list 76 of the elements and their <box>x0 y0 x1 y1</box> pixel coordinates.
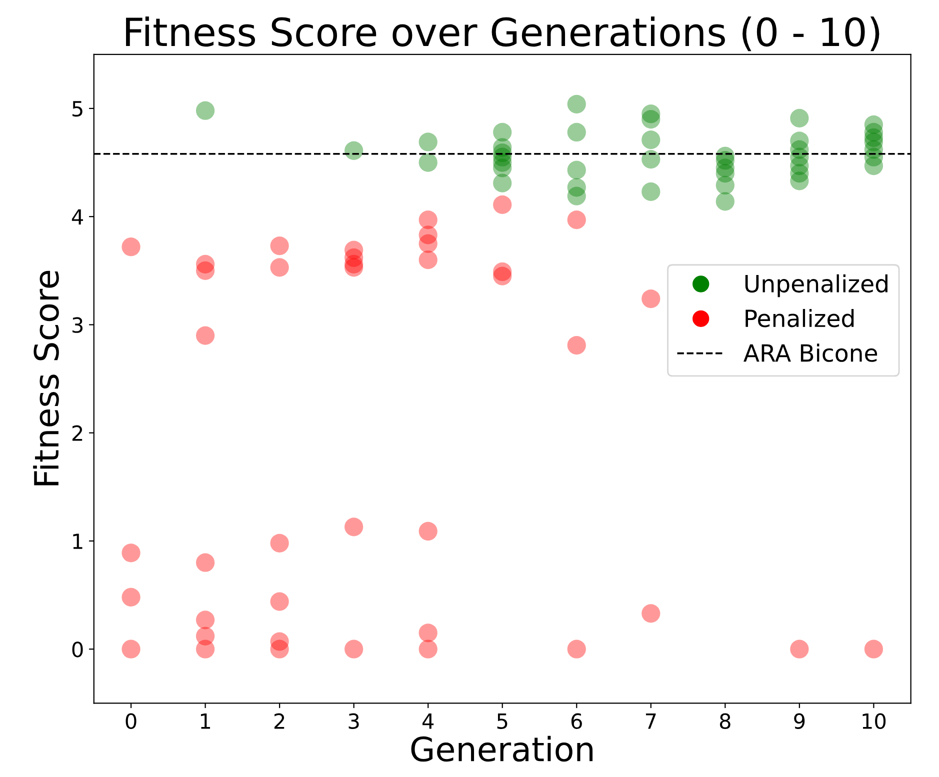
point <box>196 326 215 345</box>
y-tick-label: 0 <box>72 642 83 658</box>
point <box>864 640 884 658</box>
x-tick-label: 8 <box>720 713 730 730</box>
y-axis-title: Fitness Score <box>33 270 59 486</box>
point <box>122 238 140 256</box>
point <box>344 258 364 277</box>
x-tick-label: 4 <box>422 714 434 729</box>
point <box>418 640 438 658</box>
point <box>196 553 215 572</box>
chart-title: Fitness Score over Generations (0 - 10) <box>126 16 880 52</box>
point <box>270 534 289 552</box>
x-tick-label: 3 <box>348 713 359 730</box>
point <box>642 289 660 308</box>
x-tick-label: 2 <box>274 713 284 729</box>
y-tick-label: 5 <box>72 101 82 117</box>
point <box>642 130 660 150</box>
point <box>270 592 289 611</box>
point <box>122 588 140 607</box>
point <box>790 172 809 190</box>
point <box>270 640 289 658</box>
y-tick-label: 4 <box>72 209 84 225</box>
point <box>642 150 660 169</box>
point <box>716 176 734 195</box>
legend-label: ARA Bicone <box>744 344 878 362</box>
x-tick-label: 10 <box>862 713 886 730</box>
x-tick-label: 1 <box>200 714 210 729</box>
point <box>790 108 809 128</box>
point <box>642 110 660 129</box>
point <box>344 518 364 536</box>
x-tick-label: 7 <box>646 714 656 729</box>
point <box>418 250 438 270</box>
point <box>642 604 660 623</box>
point <box>270 258 289 277</box>
x-axis-title: Generation <box>411 736 593 762</box>
point <box>196 101 215 120</box>
point <box>418 234 438 253</box>
point <box>344 141 364 160</box>
x-tick-label: 0 <box>126 713 136 730</box>
point <box>270 236 289 256</box>
point <box>567 186 586 206</box>
point <box>493 195 512 214</box>
point <box>567 210 586 230</box>
point <box>196 261 215 280</box>
point <box>122 544 140 562</box>
point <box>418 624 438 642</box>
point <box>567 160 586 180</box>
point <box>864 156 884 176</box>
point <box>418 210 438 230</box>
point <box>196 640 215 658</box>
point <box>567 94 586 114</box>
point <box>418 522 438 541</box>
point <box>196 610 215 630</box>
point <box>493 174 512 192</box>
x-tick-label: 9 <box>794 713 805 730</box>
point <box>493 153 512 172</box>
point <box>864 128 884 147</box>
y-tick-label: 3 <box>72 317 83 333</box>
legend-label: Penalized <box>746 308 854 328</box>
point <box>716 192 734 211</box>
legend-label: Unpenalized <box>745 274 888 298</box>
point <box>493 122 512 142</box>
point <box>567 122 586 142</box>
y-tick-label: 1 <box>73 534 82 549</box>
point <box>567 336 586 355</box>
x-tick-label: 6 <box>571 713 582 730</box>
y-tick-label: 2 <box>72 425 82 441</box>
point <box>122 640 140 658</box>
point <box>493 266 512 286</box>
point <box>642 182 660 202</box>
x-tick-label: 5 <box>497 714 508 730</box>
point <box>418 153 438 172</box>
point <box>790 640 809 658</box>
point <box>418 132 438 152</box>
point <box>344 640 364 658</box>
point <box>567 640 586 658</box>
